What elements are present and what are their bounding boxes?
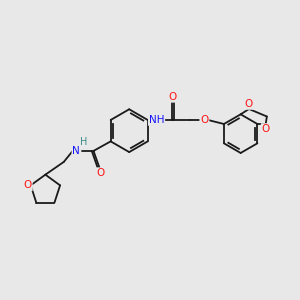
Text: O: O [97, 168, 105, 178]
Text: O: O [262, 124, 270, 134]
Text: O: O [24, 180, 32, 190]
Text: O: O [168, 92, 176, 102]
Text: O: O [245, 99, 253, 109]
Text: H: H [80, 137, 88, 147]
Text: O: O [200, 115, 208, 125]
Text: N: N [72, 146, 80, 156]
Text: NH: NH [149, 115, 164, 125]
